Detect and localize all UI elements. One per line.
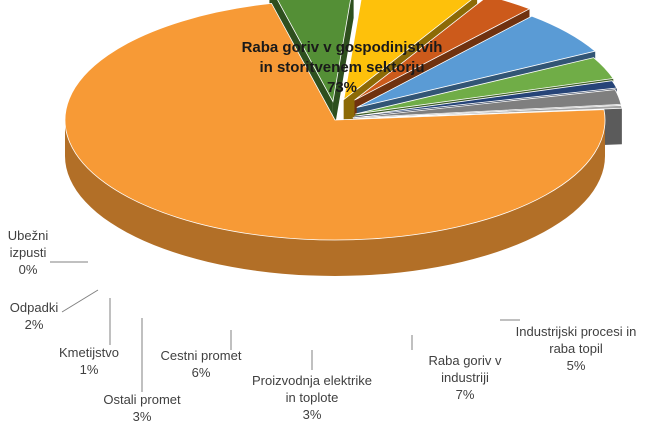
slice-label-line: Kmetijstvo (59, 345, 119, 360)
slice-percent: 73% (327, 79, 357, 96)
slice-label-proizvodnja-elektrike: Proizvodnja elektrike in toplote 3% (252, 373, 372, 422)
slice-label-ostali-promet: Ostali promet 3% (103, 392, 181, 424)
slice-percent: 7% (456, 387, 475, 402)
slice-label-industrijski-procesi: Industrijski procesi in raba topil 5% (516, 324, 637, 373)
slice-percent: 2% (25, 317, 44, 332)
pie-labels: Raba goriv v gospodinjstvih in storitvene… (8, 39, 637, 424)
slice-percent: 1% (80, 362, 99, 377)
slice-label-line: Odpadki (10, 300, 59, 315)
slice-percent: 3% (303, 407, 322, 422)
slice-label-line: in toplote (286, 390, 339, 405)
slice-raba-goriv-gospodinjstva (64, 2, 606, 276)
slice-label-line: industriji (441, 370, 489, 385)
slice-label-raba-goriv-industrija: Raba goriv v industriji 7% (429, 353, 502, 402)
pie-slices (64, 0, 623, 276)
slice-label-line: Raba goriv v (429, 353, 502, 368)
slice-label-line: Industrijski procesi in (516, 324, 637, 339)
slice-percent: 3% (133, 409, 152, 424)
slice-label-line: izpusti (10, 245, 47, 260)
leader-line-odpadki (61, 289, 99, 313)
slice-percent: 6% (192, 365, 211, 380)
slice-label-line: Raba goriv v gospodinjstvih (242, 39, 443, 56)
slice-label-line: Cestni promet (161, 348, 242, 363)
slice-label-ubezni-izpusti: Ubežni izpusti 0% (8, 228, 49, 277)
slice-label-line: raba topil (549, 341, 603, 356)
slice-label-cestni-promet: Cestni promet 6% (161, 348, 242, 380)
slice-label-odpadki: Odpadki 2% (10, 300, 59, 332)
slice-percent: 0% (19, 262, 38, 277)
slice-label-line: Ubežni (8, 228, 49, 243)
slice-label-line: Ostali promet (103, 392, 181, 407)
slice-label-line: in storitvenem sektorju (259, 59, 424, 76)
slice-percent: 5% (567, 358, 586, 373)
slice-label-raba-goriv-gospodinjstva: Raba goriv v gospodinjstvih in storitvene… (242, 39, 443, 96)
slice-label-kmetijstvo: Kmetijstvo 1% (59, 345, 119, 377)
slice-label-line: Proizvodnja elektrike (252, 373, 372, 388)
